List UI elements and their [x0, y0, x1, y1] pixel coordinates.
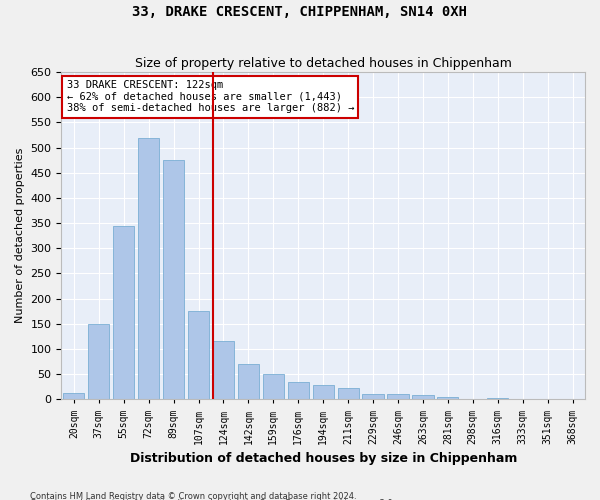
- Bar: [238, 364, 259, 400]
- Bar: [163, 160, 184, 400]
- Title: Size of property relative to detached houses in Chippenham: Size of property relative to detached ho…: [135, 56, 512, 70]
- Text: Contains HM Land Registry data © Crown copyright and database right 2024.: Contains HM Land Registry data © Crown c…: [30, 492, 356, 500]
- Bar: [412, 396, 434, 400]
- Bar: [88, 324, 109, 400]
- Bar: [562, 399, 583, 400]
- Bar: [188, 312, 209, 400]
- Bar: [338, 388, 359, 400]
- Bar: [512, 399, 533, 400]
- Bar: [287, 382, 309, 400]
- Bar: [63, 394, 85, 400]
- Bar: [487, 398, 508, 400]
- Bar: [362, 394, 383, 400]
- Bar: [263, 374, 284, 400]
- Text: 33 DRAKE CRESCENT: 122sqm
← 62% of detached houses are smaller (1,443)
38% of se: 33 DRAKE CRESCENT: 122sqm ← 62% of detac…: [67, 80, 354, 114]
- Bar: [313, 386, 334, 400]
- Bar: [388, 394, 409, 400]
- X-axis label: Distribution of detached houses by size in Chippenham: Distribution of detached houses by size …: [130, 452, 517, 465]
- Bar: [437, 397, 458, 400]
- Bar: [537, 399, 558, 400]
- Bar: [113, 226, 134, 400]
- Bar: [138, 138, 159, 400]
- Y-axis label: Number of detached properties: Number of detached properties: [15, 148, 25, 324]
- Text: 33, DRAKE CRESCENT, CHIPPENHAM, SN14 0XH: 33, DRAKE CRESCENT, CHIPPENHAM, SN14 0XH: [133, 5, 467, 19]
- Bar: [213, 342, 234, 400]
- Bar: [462, 399, 484, 400]
